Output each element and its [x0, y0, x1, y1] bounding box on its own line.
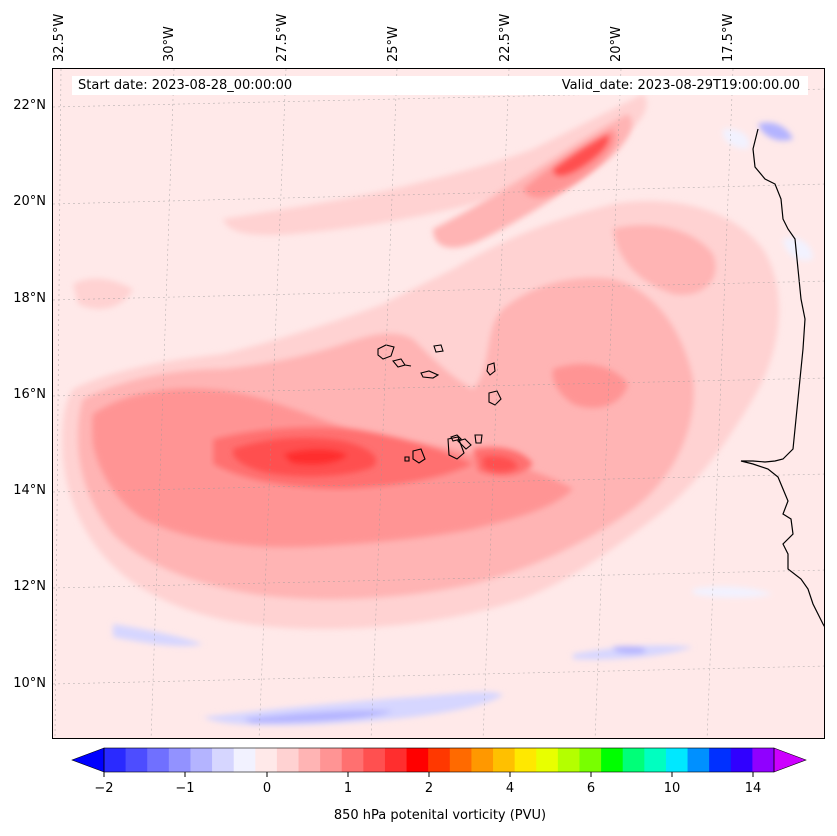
colorbar-ticks — [103, 772, 754, 777]
colorbar-segment — [104, 748, 127, 772]
lat-label-14n: 14°N — [13, 483, 46, 498]
cape-verde-islands — [377, 344, 502, 464]
colorbar-segment — [601, 748, 624, 772]
colorbar-segment — [190, 748, 213, 772]
colorbar-segment — [622, 748, 645, 772]
colorbar-segment — [557, 748, 580, 772]
cb-tick-neg1: −1 — [175, 781, 195, 796]
colorbar-right-arrow — [773, 747, 807, 773]
colorbar-segment — [449, 748, 472, 772]
colorbar-segment — [493, 748, 516, 772]
colorbar-segment — [428, 748, 451, 772]
lat-label-22n: 22°N — [13, 98, 46, 113]
colorbar-segment — [687, 748, 710, 772]
colorbar-segment — [665, 748, 689, 772]
date-info-box: Start date: 2023-08-28_00:00:00 Valid_da… — [72, 76, 808, 95]
lat-label-20n: 20°N — [13, 194, 46, 209]
colorbar-segment — [406, 748, 429, 772]
colorbar-segment — [255, 748, 278, 772]
graticule — [53, 69, 824, 738]
lon-label-17.5w: 17.5°W — [721, 13, 736, 62]
colorbar-label: 850 hPa potenital vorticity (PVU) — [333, 808, 547, 823]
colorbar-segment — [471, 748, 494, 772]
colorbar-outline — [103, 747, 775, 773]
map-panel — [52, 68, 825, 739]
lon-label-20w: 20°W — [609, 26, 624, 62]
cb-tick-14: 14 — [744, 781, 762, 796]
colorbar-segment — [644, 748, 667, 772]
cb-tick-2: 2 — [424, 781, 434, 796]
colorbar-segment — [233, 748, 256, 772]
cb-tick-neg2: −2 — [94, 781, 114, 796]
colorbar-segment — [363, 748, 386, 772]
lat-label-10n: 10°N — [13, 676, 46, 691]
pv-level-core — [232, 437, 518, 477]
colorbar-segment — [212, 748, 235, 772]
colorbar-segment — [384, 748, 408, 772]
colorbar-segment — [730, 748, 753, 772]
colorbar-segment — [709, 748, 732, 772]
valid-date-label: Valid_date: 2023-08-29T19:00:00.00 — [561, 78, 800, 93]
colorbar-segment — [341, 748, 364, 772]
cb-tick-1: 1 — [343, 781, 353, 796]
colorbar-left-arrow — [71, 747, 105, 773]
colorbar-segment — [579, 748, 602, 772]
start-date-label: Start date: 2023-08-28_00:00:00 — [78, 78, 293, 93]
lat-label-12n: 12°N — [13, 579, 46, 594]
lon-label-30w: 30°W — [162, 26, 177, 62]
colorbar-segments — [104, 748, 775, 772]
africa-coastline — [740, 128, 824, 627]
colorbar-segment — [514, 748, 537, 772]
colorbar-segment — [125, 748, 148, 772]
cb-tick-4: 4 — [505, 781, 515, 796]
pv-field-map — [53, 69, 824, 738]
colorbar-segment — [276, 748, 300, 772]
colorbar-segment — [147, 748, 170, 772]
lon-label-22.5w: 22.5°W — [498, 13, 513, 62]
lon-label-32.5w: 32.5°W — [52, 13, 67, 62]
lat-label-16n: 16°N — [13, 387, 46, 402]
cb-tick-6: 6 — [586, 781, 596, 796]
colorbar-segment — [536, 748, 559, 772]
colorbar-segment — [320, 748, 343, 772]
cb-tick-0: 0 — [262, 781, 272, 796]
lat-label-18n: 18°N — [13, 291, 46, 306]
colorbar-segment — [298, 748, 321, 772]
lon-label-27.5w: 27.5°W — [275, 13, 290, 62]
colorbar-segment — [752, 748, 775, 772]
lon-label-25w: 25°W — [386, 26, 401, 62]
colorbar-segment — [168, 748, 191, 772]
cb-tick-10: 10 — [663, 781, 681, 796]
